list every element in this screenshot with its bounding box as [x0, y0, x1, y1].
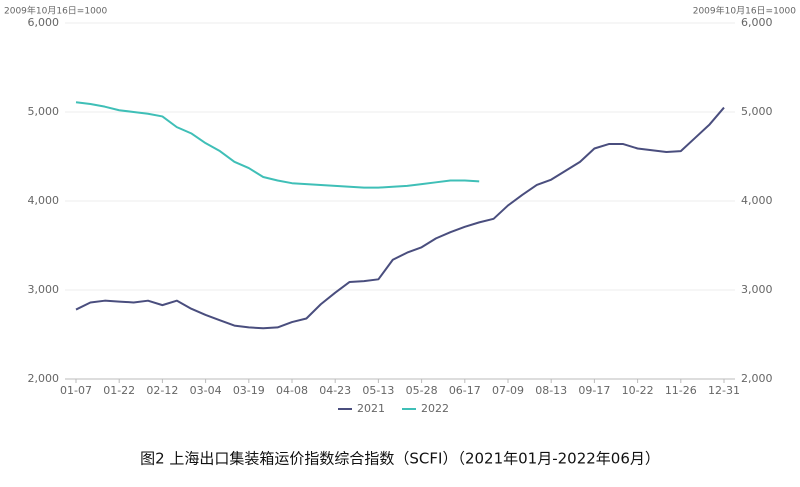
y-tick-label: 3,000: [28, 283, 60, 296]
line: [75, 101, 480, 189]
y-tick-label: 4,000: [28, 194, 60, 207]
y2-tick-label: 2,000: [741, 372, 773, 385]
y-tick-label: 2,000: [28, 372, 60, 385]
x-tick-label: 04-08: [276, 384, 308, 397]
x-tick-label: 09-17: [578, 384, 610, 397]
y2-tick-label: 6,000: [741, 16, 773, 29]
x-tick-label: 02-12: [146, 384, 178, 397]
x-tick-label: 03-19: [233, 384, 265, 397]
x-tick-label: 04-23: [319, 384, 351, 397]
x-tick-label: 05-28: [406, 384, 438, 397]
x-tick-label: 10-22: [622, 384, 654, 397]
x-tick-label: 11-26: [665, 384, 697, 397]
x-tick-label: 06-17: [449, 384, 481, 397]
y-axis-note: 2009年10月16日=1000: [4, 5, 108, 17]
y2-axis-note: 2009年10月16日=1000: [693, 5, 797, 17]
legend-label: 2022: [421, 402, 449, 415]
line: [75, 106, 725, 330]
x-tick-label: 12-31: [708, 384, 740, 397]
y-tick-label: 5,000: [28, 105, 60, 118]
x-tick-label: 01-22: [103, 384, 135, 397]
y2-tick-label: 4,000: [741, 194, 773, 207]
x-tick-label: 05-13: [362, 384, 394, 397]
x-tick-label: 07-09: [492, 384, 524, 397]
y2-tick-label: 3,000: [741, 283, 773, 296]
y2-tick-label: 5,000: [741, 105, 773, 118]
x-tick-label: 01-07: [60, 384, 92, 397]
x-tick-label: 03-04: [190, 384, 222, 397]
x-tick-label: 08-13: [535, 384, 567, 397]
y-tick-label: 6,000: [28, 16, 60, 29]
legend-label: 2021: [357, 402, 385, 415]
caption: 图2 上海出口集装箱运价指数综合指数（SCFI）（2021年01月-2022年0…: [140, 450, 660, 468]
